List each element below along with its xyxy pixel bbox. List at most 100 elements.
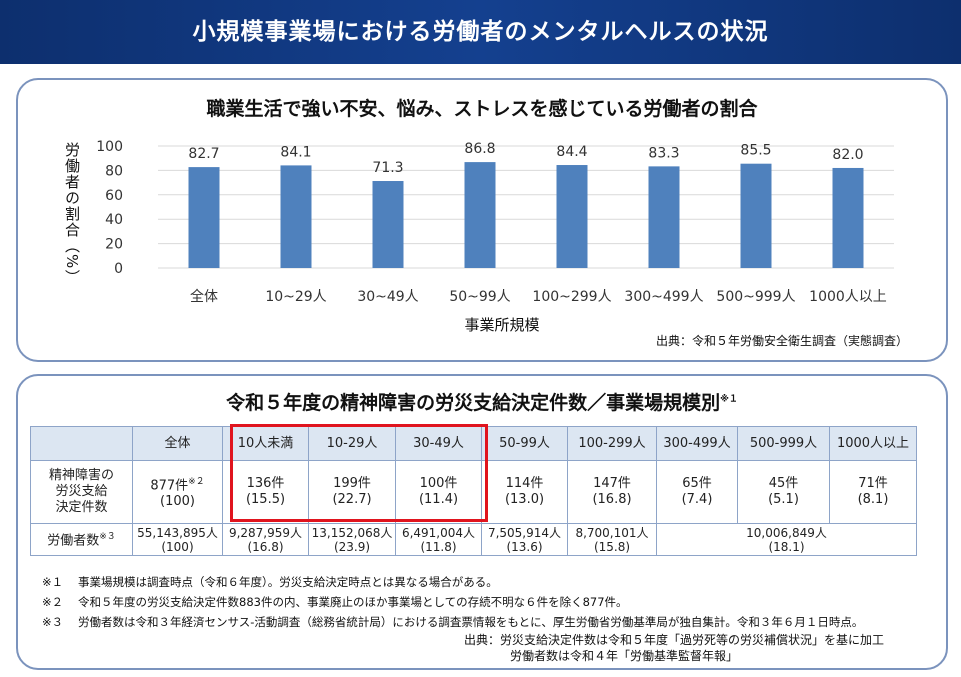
header-cell: 300-499人: [656, 426, 738, 461]
bar-chart: 0 20 40 60 80 100 82.7 全体 84.1 10~29人 71.3 30~49人 86…: [63, 139, 894, 334]
footnote-mark: ※２: [42, 595, 64, 609]
cell-sub: (23.9): [333, 539, 371, 554]
page-banner: 小規模事業場における労働者のメンタルヘルスの状況: [0, 0, 961, 64]
footnote: ※１ 事業場規模は調査時点（令和６年度）。労災支給決定時点とは異なる場合がある。: [42, 572, 863, 592]
x-tick-label: 300~499人: [624, 289, 703, 305]
table-panel: 令和５年度の精神障害の労災支給決定件数／事業場規模別※１ 全体 10人未満 10…: [16, 374, 948, 670]
claims-cell: 100件 (11.4): [395, 460, 482, 524]
claims-cell: 147件 (16.8): [567, 460, 657, 524]
cell-main: 7,505,914人: [487, 525, 562, 540]
bar-value-label: 86.8: [464, 141, 495, 157]
row-label-line: 決定件数: [55, 500, 108, 515]
cell-main: 45件: [768, 476, 799, 491]
bar-value-label: 83.3: [648, 145, 679, 161]
cell-sub: (100): [160, 494, 195, 510]
x-tick-label: 1000人以上: [809, 289, 887, 305]
y-tick-label: 100: [96, 139, 123, 155]
footnote-text: 令和５年度の労災支給決定件数883件の内、事業廃止のほか事業場としての存続不明な…: [78, 595, 628, 609]
claims-cell: 65件 (7.4): [656, 460, 738, 524]
row-label-text: 労働者数: [47, 533, 100, 549]
footnote-mark: ※１: [42, 575, 64, 589]
header-corner: [30, 426, 133, 461]
footnote: ※３ 労働者数は令和３年経済センサス-活動調査（総務省統計局）における調査票情報を…: [42, 612, 863, 632]
cell-main: 100件: [419, 476, 458, 491]
cell-sub: (7.4): [681, 492, 713, 507]
cell-main: 147件: [593, 476, 631, 491]
cell-main: 13,152,068人: [311, 525, 393, 540]
claims-cell: 45件 (5.1): [737, 460, 830, 524]
workers-cell-merged: 10,006,849人 (18.1): [656, 523, 917, 556]
cell-main: 9,287,959人: [228, 525, 303, 540]
bar: [832, 167, 864, 268]
header-cell: 500-999人: [737, 426, 830, 461]
bar-value-label: 84.4: [556, 144, 587, 160]
row-label-claims: 精神障害の 労災支給 決定件数: [30, 460, 133, 524]
x-tick-label: 50~99人: [449, 289, 510, 305]
y-tick-label: 60: [105, 188, 123, 204]
page-title: 小規模事業場における労働者のメンタルヘルスの状況: [192, 19, 769, 45]
x-tick-label: 全体: [190, 288, 218, 305]
cell-main: 55,143,895人: [137, 525, 218, 540]
footnote-text: 労働者数は令和３年経済センサス-活動調査（総務省統計局）における調査票情報をもと…: [78, 615, 864, 629]
table-source-line: 労働者数は令和４年「労働基準監督年報」: [510, 649, 739, 663]
cell-main: 8,700,101人: [575, 525, 649, 540]
workers-cell: 8,700,101人 (15.8): [567, 523, 657, 556]
header-cell: 10-29人: [308, 426, 396, 461]
cell-sub: (15.5): [245, 492, 286, 507]
workers-cell: 9,287,959人 (16.8): [222, 523, 309, 556]
header-cell: 全体: [132, 426, 223, 461]
claims-cell: 71件 (8.1): [829, 460, 917, 524]
cell-main: 6,491,004人: [401, 525, 476, 540]
cell-sub: (100): [161, 539, 194, 554]
table-title-note: ※１: [720, 394, 738, 405]
cell-note: ※２: [188, 476, 205, 487]
footnote-mark: ※３: [42, 615, 64, 629]
cell-sub: (13.6): [506, 539, 543, 554]
x-tick-label: 30~49人: [357, 289, 418, 305]
bar: [372, 181, 404, 268]
header-cell: 10人未満: [222, 426, 309, 461]
cell-sub: (8.1): [857, 492, 889, 507]
bar-value-label: 82.0: [832, 147, 863, 163]
claims-cell: 114件 (13.0): [481, 460, 568, 524]
header-cell: 50-99人: [481, 426, 568, 461]
claims-cell: 199件 (22.7): [308, 460, 396, 524]
table-source-line: 出典：労災支給決定件数は令和５年度「過労死等の労災補償状況」を基に加工: [464, 633, 885, 647]
cell-sub: (11.4): [418, 492, 459, 507]
cell-sub: (5.1): [768, 492, 799, 507]
chart-title: 職業生活で強い不安、悩み、ストレスを感じている労働者の割合: [206, 98, 758, 120]
table-source: 出典：労災支給決定件数は令和５年度「過労死等の労災補償状況」を基に加工 労働者数…: [464, 632, 884, 664]
row-label-line: 労災支給: [55, 484, 108, 499]
cell-sub: (11.8): [420, 539, 457, 554]
footnote-text: 事業場規模は調査時点（令和６年度）。労災支給決定時点とは異なる場合がある。: [78, 575, 498, 589]
workers-cell: 55,143,895人 (100): [132, 523, 223, 556]
cell-sub: (22.7): [332, 492, 372, 507]
cell-sub: (15.8): [593, 539, 631, 554]
bar-value-label: 82.7: [188, 146, 219, 162]
y-tick-label: 0: [114, 261, 123, 277]
workers-row: 労働者数※３ 55,143,895人 (100) 9,287,959人 (16.8)…: [30, 523, 917, 556]
x-axis-label: 事業所規模: [464, 316, 539, 334]
y-axis-label: 労働者の割合（%）: [63, 142, 81, 285]
row-label-note: ※３: [99, 532, 116, 543]
x-tick-label: 500~999人: [716, 289, 795, 305]
y-tick-label: 40: [105, 212, 123, 228]
bar: [464, 162, 496, 268]
cell-sub: (16.8): [592, 492, 632, 507]
header-cell: 1000人以上: [829, 426, 917, 461]
header-cell: 30-49人: [395, 426, 482, 461]
workers-cell: 6,491,004人 (11.8): [395, 523, 482, 556]
table-title: 令和５年度の精神障害の労災支給決定件数／事業場規模別※１: [18, 388, 946, 415]
cell-main: 136件: [246, 476, 285, 491]
cell-sub: (13.0): [504, 492, 545, 507]
cell-main: 199件: [333, 476, 371, 491]
x-tick-label: 100~299人: [532, 289, 611, 305]
chart-source: 出典：令和５年労働安全衛生調査（実態調査）: [655, 334, 908, 348]
cell-main: 10,006,849人: [746, 525, 827, 540]
row-label-line: 精神障害の: [48, 468, 114, 483]
table-header-row: 全体 10人未満 10-29人 30-49人 50-99人 100-299人 3…: [30, 426, 917, 461]
claims-cell: 136件 (15.5): [222, 460, 309, 524]
workers-cell: 7,505,914人 (13.6): [481, 523, 568, 556]
chart-panel: 職業生活で強い不安、悩み、ストレスを感じている労働者の割合 0 20 40 60 80 1…: [16, 78, 948, 362]
x-tick-label: 10~29人: [265, 289, 326, 305]
